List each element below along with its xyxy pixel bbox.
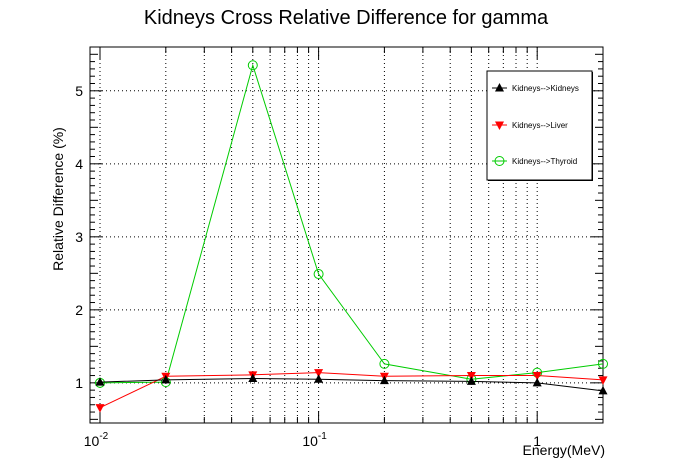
chart-title: Kidneys Cross Relative Difference for ga…	[144, 7, 549, 29]
data-point	[532, 372, 542, 381]
grid	[89, 47, 604, 423]
data-point	[95, 377, 105, 386]
y-tick-label: 3	[75, 229, 83, 245]
y-tick-label: 2	[75, 302, 83, 318]
data-point	[598, 376, 608, 385]
data-point	[379, 358, 390, 369]
x-axis-label: Energy(MeV)	[523, 442, 605, 458]
data-point	[532, 377, 542, 387]
series-layer	[95, 60, 608, 413]
legend-marker	[495, 83, 504, 92]
x-tick-label: 10-2	[84, 431, 109, 449]
data-point	[248, 373, 258, 382]
y-tick-label: 1	[75, 375, 83, 391]
tick-labels: 10-2 10-1 1 1 2 3 4 5	[75, 83, 541, 449]
data-point	[95, 404, 105, 413]
data-point	[466, 372, 476, 381]
plot-frame	[89, 46, 604, 424]
legend-marker	[495, 121, 504, 130]
data-point	[247, 60, 258, 71]
y-axis-label: Relative Difference (%)	[50, 127, 66, 271]
data-point	[161, 374, 171, 384]
legend-label: Kidneys-->Kidneys	[512, 84, 579, 93]
series-line	[99, 372, 604, 409]
data-point	[314, 369, 324, 378]
data-point	[466, 376, 476, 385]
data-point	[314, 374, 324, 383]
axis-ticks	[89, 47, 604, 423]
legend-label: Kidneys-->Thyroid	[512, 157, 577, 166]
data-point	[598, 385, 608, 395]
x-tick-label: 10-1	[302, 431, 327, 449]
legend-label: Kidneys-->Liver	[512, 121, 568, 130]
series-0	[95, 373, 608, 395]
data-point	[313, 269, 324, 280]
data-point	[598, 358, 608, 369]
legend: Kidneys-->Kidneys Kidneys-->Liver Kidneys-…	[486, 70, 593, 181]
y-tick-label: 5	[75, 83, 83, 99]
x-tick-label: 1	[533, 433, 541, 449]
series-line	[99, 377, 604, 392]
data-point	[379, 375, 389, 385]
legend-marker	[494, 156, 505, 166]
series-line	[99, 63, 604, 384]
series-1	[95, 369, 608, 413]
y-tick-label: 4	[75, 156, 83, 172]
